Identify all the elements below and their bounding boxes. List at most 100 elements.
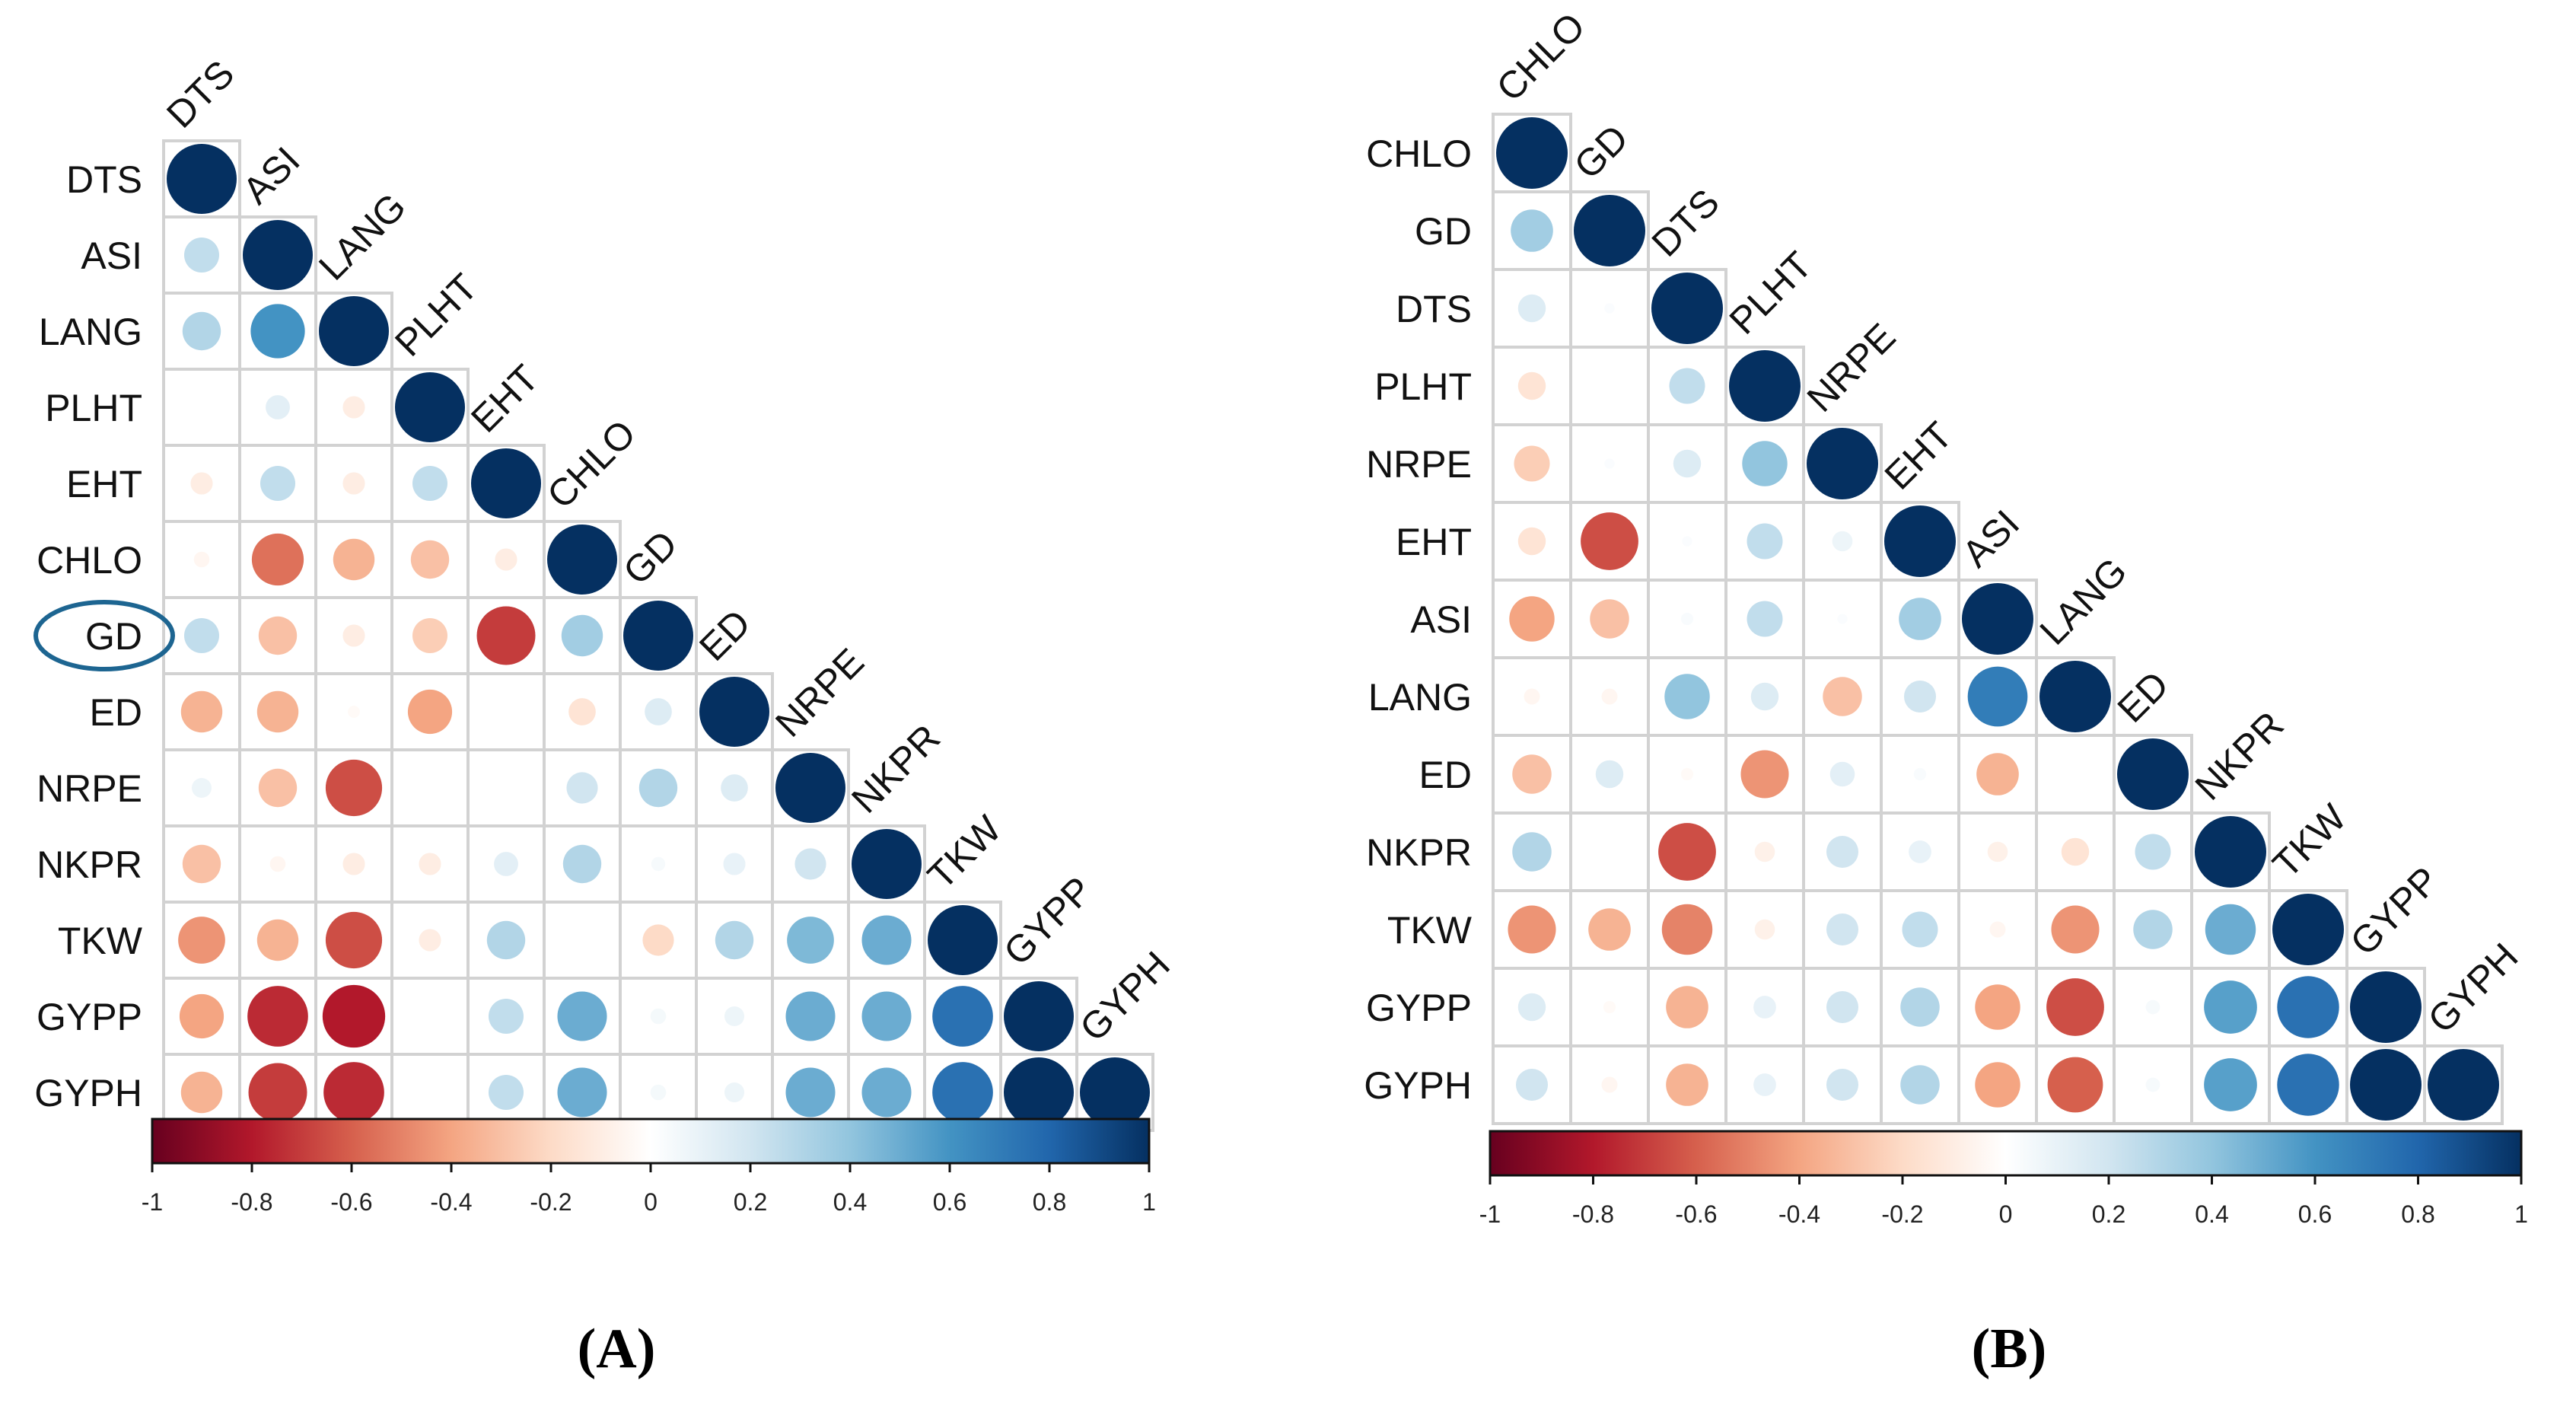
highlight-ellipse [33,600,175,671]
correlation-circle [932,1062,993,1123]
correlation-circle [1975,984,2020,1030]
matrix-cell [1569,346,1650,426]
correlation-circle [1574,195,1645,266]
matrix-cell [466,672,546,751]
correlation-circle [486,920,526,960]
correlation-circle [651,856,666,872]
row-label: ASI [1410,598,1472,641]
correlation-circle [167,144,237,214]
column-label: NKPR [843,716,948,821]
correlation-circle [724,1082,745,1103]
correlation-circle [1962,583,2033,655]
correlation-circle [191,777,212,799]
correlation-circle [1899,598,1941,640]
row-label: CHLO [37,539,142,582]
correlation-circle [333,538,375,581]
correlation-circle [1807,428,1878,499]
column-label: GYPH [1071,943,1178,1050]
correlation-circle [1884,505,1956,577]
correlation-circle [1004,1057,1074,1127]
colorbar-tick-label: 0.8 [2401,1200,2434,1228]
column-label: NRPE [767,640,872,745]
row-label: NRPE [1366,443,1472,486]
correlation-circle [322,984,386,1048]
colorbar-tick-label: 0 [644,1188,658,1216]
row-label: ASI [81,234,142,277]
correlation-circle [2117,738,2189,810]
column-label: GYPP [995,869,1100,974]
panel-a: DTS ASI LANG PLHT EHT CHLO GD ED NRPE NKPR TKW GYPP… [0,0,1233,1422]
correlation-circle [1902,911,1938,948]
correlation-circle [1987,841,2008,862]
correlation-circle [1581,512,1638,570]
correlation-circle [1680,767,1694,781]
correlation-circle [1669,368,1705,404]
correlation-circle [1509,596,1555,642]
correlation-circle [1913,767,1927,781]
correlation-circle [715,920,754,960]
matrix-cell [1569,811,1650,892]
correlation-circle [650,1008,667,1025]
correlation-circle [178,917,225,964]
correlation-circle [699,677,769,747]
correlation-circle [566,772,598,804]
row-label: GYPP [1366,987,1472,1029]
correlation-circle [1976,753,2019,795]
correlation-circle [1754,841,1775,862]
correlation-circle [1517,993,1546,1022]
row-label: EHT [1396,521,1472,563]
correlation-circle [410,540,450,579]
matrix-cell [1724,1044,1805,1125]
correlation-circle [794,848,826,880]
correlation-circle [1967,666,2028,727]
colorbar-tick-label: 0 [1999,1200,2013,1228]
column-label: GD [1566,116,1637,187]
correlation-circle [2350,971,2422,1043]
correlation-circle [1512,754,1552,794]
correlation-circle [1975,1062,2020,1108]
correlation-plot-a: DTSASILANGPLHTEHTCHLOGDEDNRPENKPRTKWGYPP… [33,52,1178,1216]
correlation-circle [1753,1073,1776,1096]
correlation-circle [407,689,453,735]
correlation-circle [1590,599,1629,639]
correlation-circle [2061,837,2090,866]
correlation-circle [557,1067,607,1118]
correlation-circle [2277,1054,2339,1116]
matrix-cell [1647,346,1727,426]
correlation-circle [1837,614,1848,624]
correlation-circle [1754,919,1775,940]
correlation-circle [2046,978,2104,1036]
correlation-circle [395,372,465,442]
correlation-circle [928,905,998,975]
correlation-circle [561,614,603,657]
colorbar-tick-label: -0.6 [1675,1200,1717,1228]
correlation-circle [419,929,441,952]
matrix-cell [1802,656,1883,737]
correlation-circle [1601,688,1618,705]
correlation-circle [557,991,607,1041]
correlation-circle [1595,760,1624,789]
correlation-circle [1826,835,1859,869]
row-label: EHT [66,463,142,505]
column-label: LANG [310,185,414,289]
correlation-circle [650,1084,667,1101]
row-label: ED [90,691,142,734]
column-label: NKPR [2187,703,2292,808]
correlation-circle [180,1071,223,1114]
column-label: GYPH [2420,935,2527,1041]
correlation-circle [1680,612,1694,626]
correlation-circle [1508,905,1556,954]
correlation-circle [1747,601,1783,637]
correlation-circle [342,853,365,875]
column-label: LANG [2032,550,2135,653]
colorbar-tick-label: -0.2 [530,1188,572,1216]
column-label: EHT [463,356,546,440]
colorbar [151,1118,1151,1165]
correlation-circle [2047,1057,2103,1113]
colorbar-tick-label: -1 [1479,1200,1501,1228]
correlation-circle [1604,458,1615,469]
matrix-cell [162,368,241,447]
panel-b: CHLO GD DTS PLHT NRPE EHT ASI LANG ED NKPR TKW GYPP… [1294,0,2576,1422]
matrix-cell [390,748,470,827]
correlation-circle [645,698,672,725]
